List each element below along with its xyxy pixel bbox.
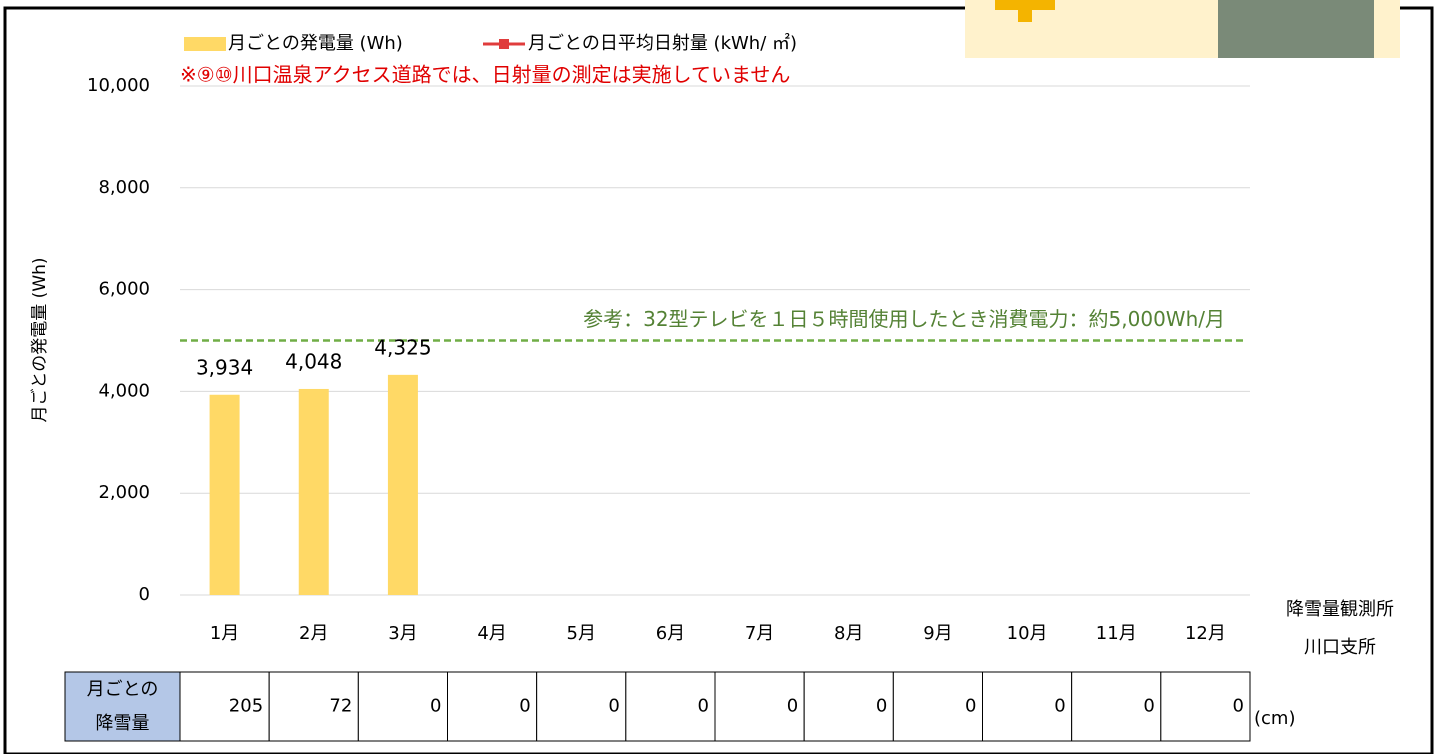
x-tick-label: 10月 [1007, 623, 1048, 644]
bar [210, 395, 240, 595]
station-label: 川口支所 [1304, 637, 1376, 658]
y-tick-label: 2,000 [98, 482, 150, 503]
y-tick-label: 4,000 [98, 380, 150, 401]
table-value: 0 [1054, 696, 1065, 717]
table-value: 0 [1233, 696, 1244, 717]
x-tick-label: 2月 [299, 623, 328, 644]
bar [388, 375, 418, 595]
photo [1218, 0, 1374, 58]
table-value: 0 [519, 696, 530, 717]
table-value: 72 [329, 696, 352, 717]
table-value: 0 [430, 696, 441, 717]
station-label: 降雪量観測所 [1286, 599, 1394, 620]
data-label: 3,934 [196, 355, 253, 379]
table-unit: (cm) [1254, 708, 1295, 729]
table-value: 0 [1143, 696, 1154, 717]
x-tick-label: 9月 [923, 623, 952, 644]
y-tick-label: 0 [139, 584, 150, 605]
table-value: 0 [698, 696, 709, 717]
table-value: 0 [608, 696, 619, 717]
x-tick-label: 11月 [1096, 623, 1137, 644]
x-tick-label: 1月 [210, 623, 239, 644]
y-tick-label: 8,000 [98, 177, 150, 198]
x-tick-label: 7月 [745, 623, 774, 644]
table-header: 降雪量 [96, 713, 150, 734]
note: ※⑨⑩川口温泉アクセス道路では、日射量の測定は実施していません [180, 63, 790, 87]
table-header: 月ごとの [87, 679, 159, 700]
legend-label: 月ごとの発電量 (Wh) [228, 33, 403, 54]
bar [299, 389, 329, 595]
table-value: 0 [787, 696, 798, 717]
y-axis-title: 月ごとの発電量 (Wh) [30, 257, 50, 422]
legend-swatch [499, 39, 509, 49]
data-label: 4,325 [374, 335, 431, 359]
table-value: 0 [965, 696, 976, 717]
x-tick-label: 12月 [1185, 623, 1226, 644]
table-value: 0 [876, 696, 887, 717]
legend-label: 月ごとの日平均日射量 (kWh/ ㎡) [528, 32, 797, 54]
icon [995, 0, 1055, 10]
x-tick-label: 3月 [388, 623, 417, 644]
x-tick-label: 5月 [567, 623, 596, 644]
table-value: 205 [229, 696, 263, 717]
x-tick-label: 6月 [656, 623, 685, 644]
x-tick-label: 4月 [477, 623, 506, 644]
chart: 月ごとの発電量 (Wh) ※⑨⑩川口温泉アクセス道路では、日射量の測定は実施して… [0, 0, 1438, 754]
icon [1018, 10, 1032, 22]
data-label: 4,048 [285, 349, 342, 373]
y-tick-label: 6,000 [98, 279, 150, 300]
x-tick-label: 8月 [834, 623, 863, 644]
reference-label: 参考：32型テレビを１日５時間使用したとき消費電力：約5,000Wh/月 [583, 307, 1225, 331]
legend-swatch [184, 37, 226, 51]
y-tick-label: 10,000 [87, 75, 150, 96]
